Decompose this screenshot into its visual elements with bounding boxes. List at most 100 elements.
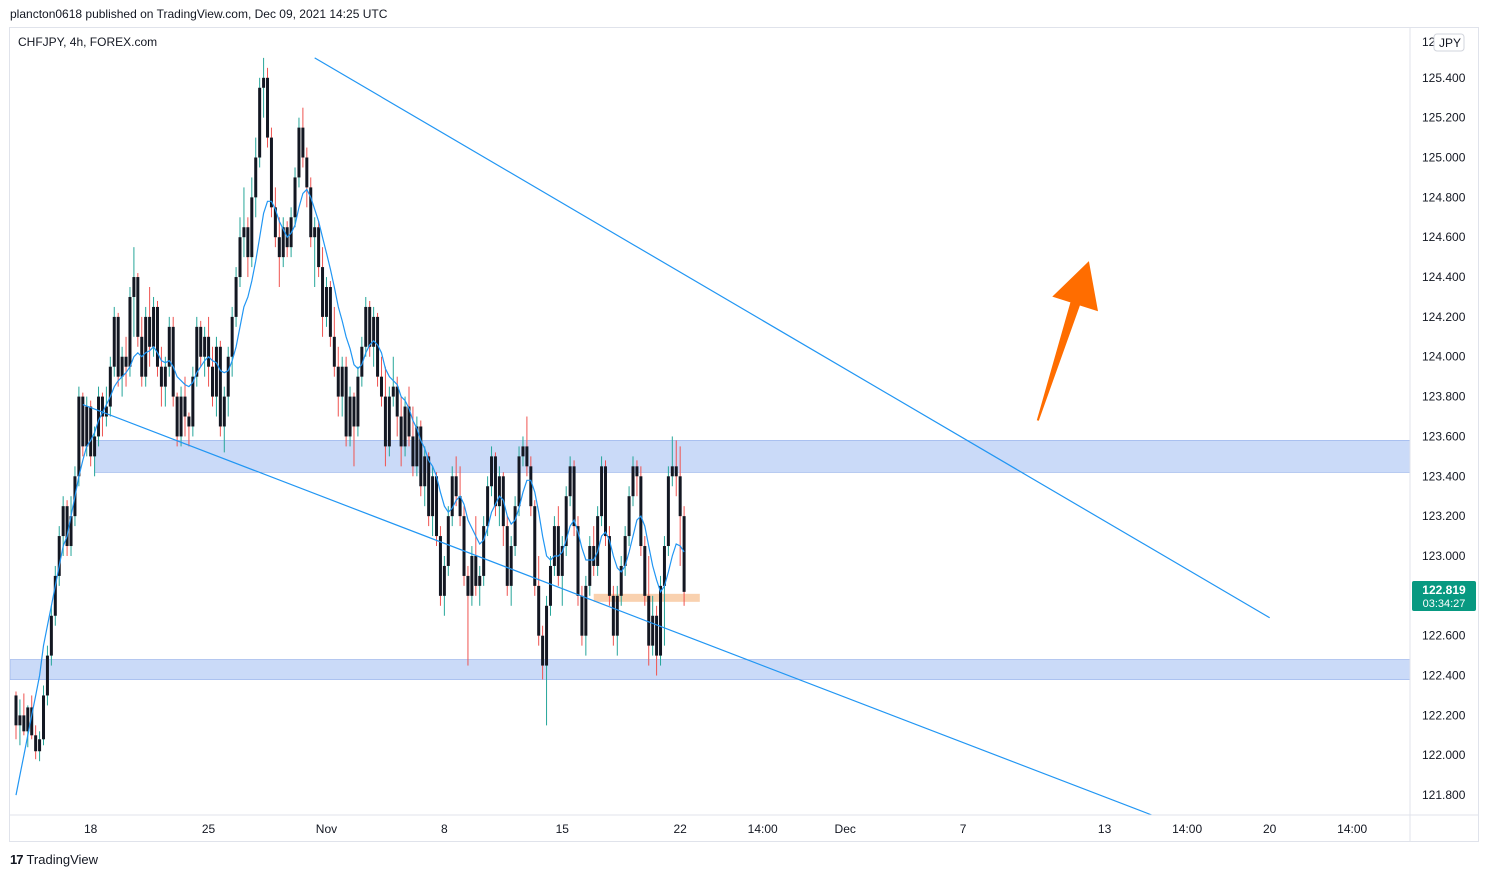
candle <box>631 456 635 507</box>
bullish-arrow-icon <box>1036 261 1098 421</box>
wedge-trendline <box>314 57 1270 619</box>
candle <box>580 585 584 646</box>
candle-layer <box>14 57 686 762</box>
candle <box>407 386 411 447</box>
candle-body <box>183 396 187 417</box>
candle <box>266 67 270 148</box>
wedge-trendline <box>82 404 1152 816</box>
candle <box>89 400 93 467</box>
candle <box>38 731 42 762</box>
footer-brand[interactable]: 17 TradingView <box>10 852 98 867</box>
candle-body <box>509 546 513 586</box>
candle-body <box>513 506 517 547</box>
candle-body <box>336 366 340 397</box>
candle-body <box>324 287 328 317</box>
tradingview-logo-icon: 17 <box>10 852 24 867</box>
price-tick-label: 124.600 <box>1422 230 1466 244</box>
candle-body <box>470 555 474 596</box>
candle-body <box>356 376 360 427</box>
price-tick-label: 125.200 <box>1422 111 1466 125</box>
candle <box>199 320 203 367</box>
price-tick-label: 124.400 <box>1422 270 1466 284</box>
candle <box>442 555 446 616</box>
candle-body <box>611 595 615 636</box>
candle <box>454 456 458 507</box>
candle <box>159 346 163 407</box>
price-tick-label: 123.800 <box>1422 390 1466 404</box>
candle <box>639 466 643 556</box>
candle-body <box>321 267 325 317</box>
candle <box>521 436 525 467</box>
candle-body <box>568 466 572 497</box>
chart-canvas[interactable]: 125.400 125.200 125.000 124.800 124.600 124.4… <box>10 28 1478 841</box>
candle <box>344 356 348 447</box>
candle-body <box>584 585 588 636</box>
candle <box>501 472 505 547</box>
minor-support-band <box>593 593 700 602</box>
candle <box>537 555 541 646</box>
candle <box>321 247 325 337</box>
candle <box>505 516 509 596</box>
candle <box>167 316 171 377</box>
candle-body <box>132 277 136 297</box>
price-tick-label: 123.000 <box>1422 549 1466 563</box>
candle-body <box>242 227 246 238</box>
candle <box>69 496 73 556</box>
candle <box>14 691 18 740</box>
candle <box>411 406 415 477</box>
candle-body <box>666 476 670 547</box>
candle-body <box>332 336 336 367</box>
candle-body <box>344 366 348 437</box>
candle <box>140 316 144 387</box>
candle-body <box>163 366 167 387</box>
candle <box>136 273 140 347</box>
candle-body <box>305 157 309 188</box>
candle <box>435 472 439 547</box>
candle-body <box>69 516 73 547</box>
candle <box>49 605 53 666</box>
candle <box>482 516 486 586</box>
zone-layer <box>10 440 1411 680</box>
time-tick-label: 25 <box>202 822 216 836</box>
candle-body <box>442 565 446 596</box>
last-price-badge <box>1412 581 1476 612</box>
candle <box>207 316 211 387</box>
candle <box>305 147 309 208</box>
candle-body <box>112 316 116 367</box>
candle <box>34 725 38 760</box>
candle-body <box>136 277 140 337</box>
candle-body <box>372 316 376 347</box>
candle-body <box>14 695 18 726</box>
candle-body <box>26 707 30 732</box>
candle-body <box>269 137 273 208</box>
candle <box>588 536 592 596</box>
candle-body <box>655 615 659 656</box>
candle <box>423 446 427 507</box>
candle-body <box>415 426 419 467</box>
candle-body <box>458 496 462 517</box>
candle-body <box>328 287 332 337</box>
candle-body <box>576 526 580 596</box>
candle-body <box>203 336 207 357</box>
candle-body <box>38 739 42 752</box>
candle-body <box>258 87 262 158</box>
time-tick-label: Dec <box>835 822 856 836</box>
candle-body <box>53 575 57 616</box>
candle-body <box>537 585 541 636</box>
candle-body <box>266 77 270 138</box>
candle-body <box>431 476 435 517</box>
candle <box>309 177 313 248</box>
candle-body <box>61 506 65 537</box>
candle-body <box>352 396 356 427</box>
candle-body <box>674 466 678 477</box>
candle <box>104 386 108 427</box>
countdown-label: 03:34:27 <box>1423 598 1466 610</box>
candle-body <box>309 187 313 238</box>
candle <box>470 546 474 606</box>
chart-frame[interactable]: 125.400 125.200 125.000 124.800 124.600 124.4… <box>9 27 1479 842</box>
publish-header: plancton0618 published on TradingView.co… <box>10 7 388 21</box>
candle <box>395 376 399 437</box>
candle <box>93 426 97 477</box>
time-tick-label: 15 <box>556 822 570 836</box>
candle <box>450 466 454 527</box>
